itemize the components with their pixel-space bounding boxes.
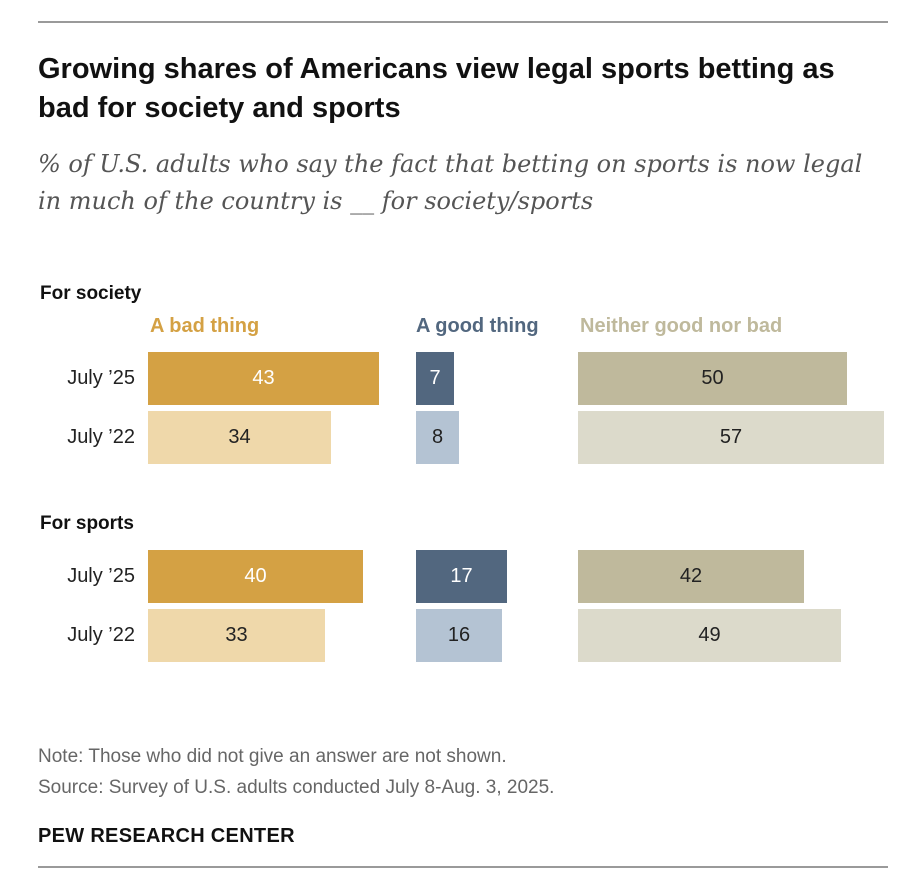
- bar-a-bad-thing: 40: [148, 550, 363, 603]
- bar-a-bad-thing: 34: [148, 411, 331, 464]
- bar-a-good-thing: 16: [416, 609, 502, 662]
- bar-neither-good-nor-bad: 49: [578, 609, 841, 662]
- bar-neither-good-nor-bad: 57: [578, 411, 884, 464]
- top-rule: [38, 21, 888, 23]
- legend-a-good-thing: A good thing: [416, 315, 539, 337]
- bar-a-good-thing: 17: [416, 550, 507, 603]
- bar-a-good-thing: 7: [416, 352, 454, 405]
- row-label: July ’25: [67, 367, 135, 389]
- legend-a-bad-thing: A bad thing: [150, 315, 260, 337]
- bottom-rule: [38, 866, 888, 868]
- row-label: July ’22: [67, 426, 135, 448]
- section-label: For society: [40, 283, 142, 304]
- brand-logo-text: PEW RESEARCH CENTER: [38, 825, 295, 847]
- bar-a-bad-thing: 33: [148, 609, 325, 662]
- chart-title: Growing shares of Americans view legal s…: [38, 53, 835, 124]
- note: Note: Those who did not give an answer a…: [38, 746, 507, 767]
- bar-a-bad-thing: 43: [148, 352, 379, 405]
- bar-a-good-thing: 8: [416, 411, 459, 464]
- chart-subtitle: % of U.S. adults who say the fact that b…: [38, 150, 863, 215]
- source: Source: Survey of U.S. adults conducted …: [38, 777, 555, 798]
- legend-neither-good-nor-bad: Neither good nor bad: [580, 315, 783, 337]
- row-label: July ’25: [67, 565, 135, 587]
- row-label: July ’22: [67, 624, 135, 646]
- bar-neither-good-nor-bad: 42: [578, 550, 804, 603]
- bar-neither-good-nor-bad: 50: [578, 352, 847, 405]
- section-label: For sports: [40, 513, 134, 534]
